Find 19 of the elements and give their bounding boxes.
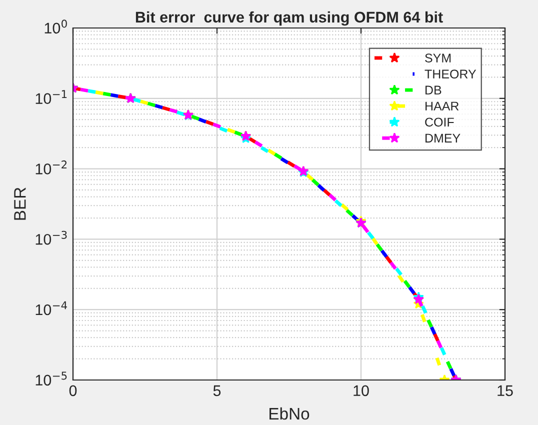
x-axis-title: EbNo <box>270 407 310 420</box>
legend-label: DMEY <box>426 134 460 142</box>
x-tick-label: 0 <box>69 385 77 396</box>
legend-label: HAAR <box>426 102 459 110</box>
legend-label: COIF <box>425 118 454 127</box>
legend-label: THEORY <box>424 70 476 78</box>
x-tick-label: 15 <box>498 385 513 396</box>
y-tick-label: 10$^{−3}$ <box>36 230 67 245</box>
x-tick-label: 10 <box>354 385 369 396</box>
legend-label: DB <box>426 86 442 94</box>
y-tick-label: 10$^{−2}$ <box>36 160 67 174</box>
legend-label: SYM <box>425 54 451 62</box>
x-tick-label: 5 <box>213 385 221 396</box>
chart-title: Bit error curve for qam using OFDM 64 bit <box>136 11 443 26</box>
y-tick-label: 10$^{−1}$ <box>36 90 67 104</box>
y-tick-label: 10$^{−5}$ <box>36 372 67 386</box>
y-tick-label: 10$^{0}$ <box>44 20 67 34</box>
y-axis-title: BER <box>14 188 26 220</box>
y-tick-label: 10$^{−4}$ <box>36 301 67 316</box>
